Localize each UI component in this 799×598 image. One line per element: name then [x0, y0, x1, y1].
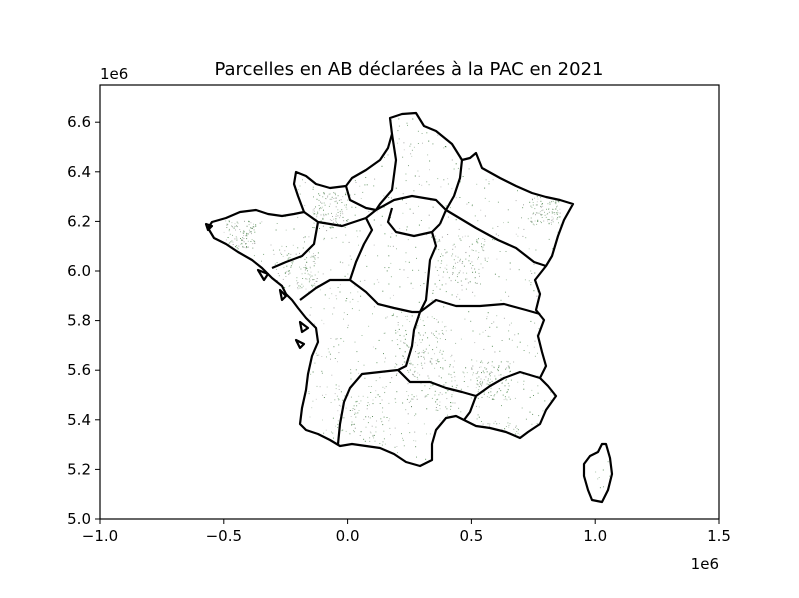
y-tick-label: 6.4 — [67, 163, 91, 181]
x-tick-label: 1.5 — [707, 527, 731, 545]
region-boundaries — [204, 111, 614, 504]
y-tick-label: 6.0 — [67, 262, 91, 280]
x-axis: −1.0 −0.5 0.0 0.5 1.0 1.5 — [82, 519, 731, 545]
region-borders — [271, 133, 547, 445]
y-tick-label: 5.6 — [67, 361, 91, 379]
x-offset-label: 1e6 — [691, 555, 719, 573]
chart-title: Parcelles en AB déclarées à la PAC en 20… — [214, 59, 603, 80]
x-tick-label: 0.5 — [459, 527, 483, 545]
island — [256, 268, 270, 282]
organic-parcels — [209, 118, 610, 489]
corsica-outline — [582, 442, 614, 504]
x-tick-label: −0.5 — [206, 527, 242, 545]
y-tick-label: 5.4 — [67, 411, 91, 429]
france-outline — [206, 111, 575, 468]
x-tick-label: 1.0 — [583, 527, 607, 545]
island — [294, 338, 306, 350]
y-tick-label: 6.6 — [67, 113, 91, 131]
y-offset-label: 1e6 — [100, 65, 128, 83]
y-tick-label: 5.2 — [67, 460, 91, 478]
y-tick-label: 5.8 — [67, 312, 91, 330]
x-tick-label: 0.0 — [336, 527, 360, 545]
island — [204, 222, 214, 232]
y-tick-label: 5.0 — [67, 510, 91, 528]
island — [298, 320, 310, 334]
axes-frame — [99, 84, 720, 520]
y-tick-label: 6.2 — [67, 212, 91, 230]
island — [278, 288, 288, 302]
x-tick-label: −1.0 — [82, 527, 118, 545]
map-layer — [204, 111, 614, 504]
y-axis: 5.0 5.2 5.4 5.6 5.8 6.0 6.2 6.4 6.6 — [67, 113, 100, 528]
